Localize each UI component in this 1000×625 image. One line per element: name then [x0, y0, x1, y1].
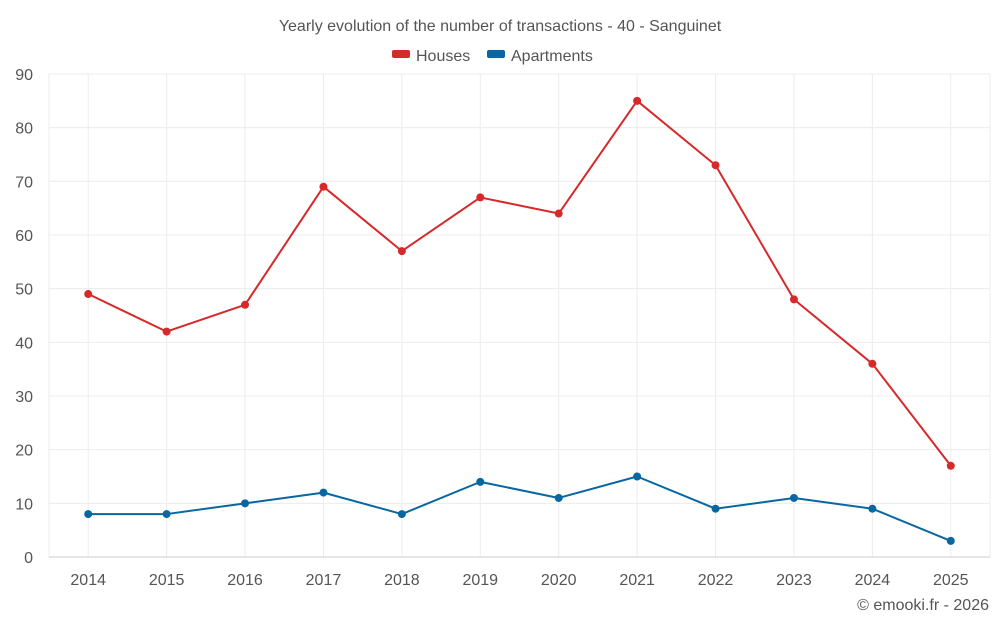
- x-tick-label: 2021: [619, 572, 655, 589]
- y-tick-label: 80: [15, 121, 33, 138]
- y-tick-label: 0: [24, 550, 33, 567]
- legend-item-apartments[interactable]: Apartments: [487, 48, 593, 65]
- data-point-apartments[interactable]: [162, 510, 171, 519]
- x-tick-label: 2015: [149, 572, 185, 589]
- legend-item-houses[interactable]: Houses: [392, 48, 470, 65]
- x-tick-label: 2024: [855, 572, 891, 589]
- series-houses: [84, 96, 955, 470]
- x-tick-label: 2020: [541, 572, 577, 589]
- y-tick-label: 20: [15, 443, 33, 460]
- data-point-apartments[interactable]: [476, 477, 485, 486]
- legend-label-houses: Houses: [416, 48, 470, 65]
- y-tick-label: 60: [15, 228, 33, 245]
- x-tick-label: 2025: [933, 572, 969, 589]
- data-point-houses[interactable]: [554, 209, 563, 218]
- grid: [48, 73, 991, 557]
- data-point-apartments[interactable]: [946, 536, 955, 545]
- data-point-apartments[interactable]: [84, 510, 93, 519]
- data-point-houses[interactable]: [476, 193, 485, 202]
- x-tick-label: 2017: [306, 572, 342, 589]
- data-point-apartments[interactable]: [397, 510, 406, 519]
- data-point-apartments[interactable]: [554, 493, 563, 502]
- axes: 0 10 20 30 40 50 60 70 80 90 2014 2015 2016 2017 2018 2…: [15, 67, 990, 589]
- data-point-houses[interactable]: [241, 300, 250, 309]
- data-point-apartments[interactable]: [241, 499, 250, 508]
- copyright-text: © emooki.fr - 2026: [857, 597, 989, 614]
- data-point-houses[interactable]: [397, 247, 406, 256]
- data-point-apartments[interactable]: [711, 504, 720, 513]
- data-point-apartments[interactable]: [789, 493, 798, 502]
- data-point-apartments[interactable]: [319, 488, 328, 497]
- data-point-houses[interactable]: [946, 461, 955, 470]
- y-tick-label: 10: [15, 496, 33, 513]
- data-point-apartments[interactable]: [868, 504, 877, 513]
- data-point-houses[interactable]: [162, 327, 171, 336]
- data-point-houses[interactable]: [711, 161, 720, 170]
- data-point-houses[interactable]: [868, 359, 877, 368]
- series-apartments: [84, 472, 955, 545]
- y-tick-label: 50: [15, 282, 33, 299]
- data-point-apartments[interactable]: [633, 472, 642, 481]
- y-tick-label: 40: [15, 335, 33, 352]
- series-line-houses: [87, 99, 952, 467]
- data-point-houses[interactable]: [633, 96, 642, 105]
- legend: Houses Apartments: [392, 48, 593, 65]
- y-tick-label: 70: [15, 174, 33, 191]
- legend-swatch-apartments: [487, 50, 505, 58]
- y-tick-label: 90: [15, 67, 33, 84]
- data-point-houses[interactable]: [84, 290, 93, 299]
- data-point-houses[interactable]: [319, 182, 328, 191]
- x-tick-label: 2023: [776, 572, 812, 589]
- x-tick-label: 2022: [698, 572, 734, 589]
- x-tick-label: 2016: [227, 572, 263, 589]
- x-tick-label: 2019: [462, 572, 498, 589]
- legend-swatch-houses: [392, 50, 410, 58]
- legend-label-apartments: Apartments: [511, 48, 593, 65]
- series-line-apartments: [87, 475, 952, 542]
- y-tick-label: 30: [15, 389, 33, 406]
- x-tick-label: 2014: [70, 572, 106, 589]
- data-point-houses[interactable]: [789, 295, 798, 304]
- chart-title: Yearly evolution of the number of transa…: [279, 18, 722, 35]
- series: [84, 96, 955, 545]
- x-tick-label: 2018: [384, 572, 420, 589]
